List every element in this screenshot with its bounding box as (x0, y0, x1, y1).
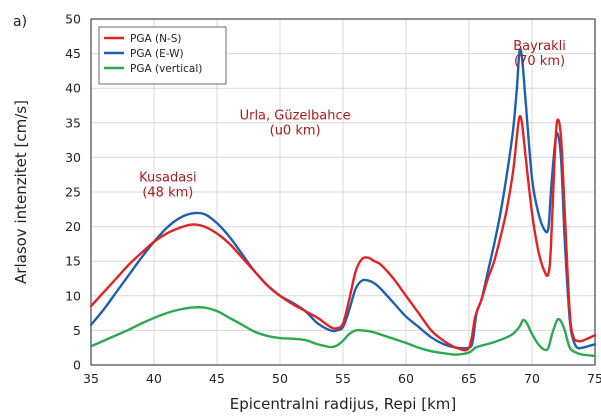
series-line-2 (89, 306, 597, 358)
x-tick-label: 50 (272, 371, 288, 386)
y-tick-label: 20 (65, 219, 81, 234)
x-tick-label: 70 (524, 371, 540, 386)
annotation-text: Kusadasi (139, 171, 196, 186)
plot-frame (90, 18, 596, 366)
y-tick-label: 45 (65, 46, 81, 61)
y-tick-label: 40 (65, 81, 81, 96)
legend-label: PGA (vertical) (130, 63, 202, 75)
y-tick-label: 35 (65, 115, 81, 130)
grid (90, 18, 596, 366)
series-line-1 (89, 48, 597, 350)
annotations: Bayrakli(70 km) Urla, Güzelbahce(u0 km) Ku… (139, 39, 566, 200)
annotation-text: (u0 km) (270, 123, 321, 138)
annotation-text: (70 km) (514, 54, 565, 69)
y-tick-label: 50 (65, 12, 81, 27)
y-tick-label: 0 (73, 358, 81, 373)
y-tick-labels: 0 5 10 15 20 25 30 35 40 45 50 (65, 12, 81, 373)
y-tick-label: 5 (73, 323, 81, 338)
y-tick-label: 15 (65, 254, 81, 269)
annotation-text: Bayrakli (513, 39, 566, 54)
x-tick-label: 75 (587, 371, 601, 386)
legend-box (98, 26, 227, 85)
x-tick-label: 65 (461, 371, 477, 386)
series-group (89, 48, 597, 358)
y-tick-label: 10 (65, 288, 81, 303)
legend-label: PGA (N-S) (130, 33, 182, 45)
panel-label: a) (13, 14, 27, 30)
x-tick-label: 60 (398, 371, 414, 386)
annotation-text: Urla, Güzelbahce (240, 108, 351, 123)
x-axis-label: Epicentralni radijus, Repi [km] (230, 395, 457, 413)
legend-label: PGA (E-W) (130, 48, 184, 60)
x-tick-label: 55 (335, 371, 351, 386)
series-line-0 (89, 115, 597, 352)
y-tick-label: 25 (65, 185, 81, 200)
legend: PGA (N-S) PGA (E-W) PGA (vertical) (98, 26, 227, 85)
x-tick-label: 40 (146, 371, 162, 386)
x-tick-label: 35 (83, 371, 99, 386)
x-tick-labels: 35 40 45 50 55 60 65 70 75 (83, 371, 601, 386)
x-tick-label: 45 (209, 371, 225, 386)
annotation-text: (48 km) (142, 186, 193, 201)
y-tick-label: 30 (65, 150, 81, 165)
y-axis-label: Arlasov intenzitet [cm/s] (12, 100, 30, 284)
